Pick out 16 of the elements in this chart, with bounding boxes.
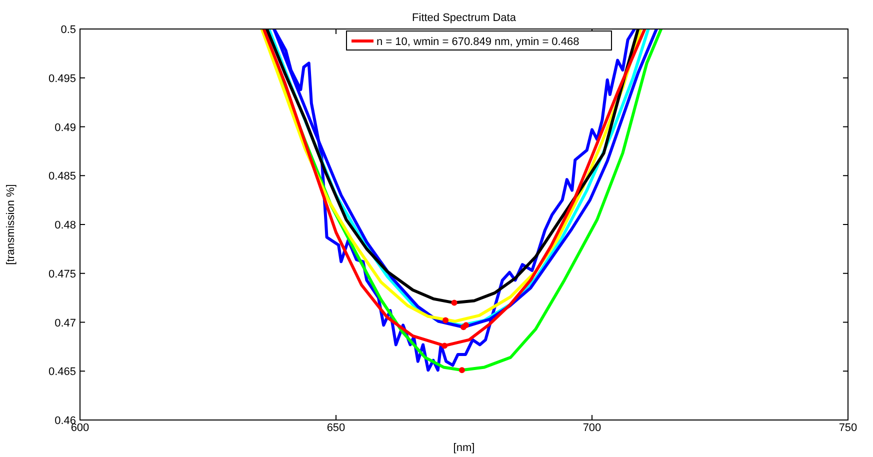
y-tick-label: 0.485: [48, 170, 76, 183]
y-tick-label: 0.465: [48, 366, 76, 378]
y-tick-label: 0.495: [48, 72, 76, 85]
y-tick-label: 0.49: [54, 122, 76, 134]
legend-label: n = 10, wmin = 670.849 nm, ymin = 0.468: [376, 36, 580, 48]
x-tick-label: 600: [70, 422, 90, 434]
y-tick-label: 0.47: [54, 317, 76, 330]
y-tick-label: 0.475: [48, 268, 76, 280]
y-axis-title: [transmission %]: [5, 184, 17, 265]
x-tick-label: 700: [582, 422, 602, 434]
y-tick-label: 0.5: [60, 24, 76, 36]
chart-title: Fitted Spectrum Data: [412, 12, 517, 24]
y-tick-label: 0.48: [54, 220, 76, 232]
x-axis-title: [nm]: [453, 442, 475, 454]
x-tick-label: 750: [838, 422, 858, 434]
x-tick-label: 650: [326, 422, 346, 434]
